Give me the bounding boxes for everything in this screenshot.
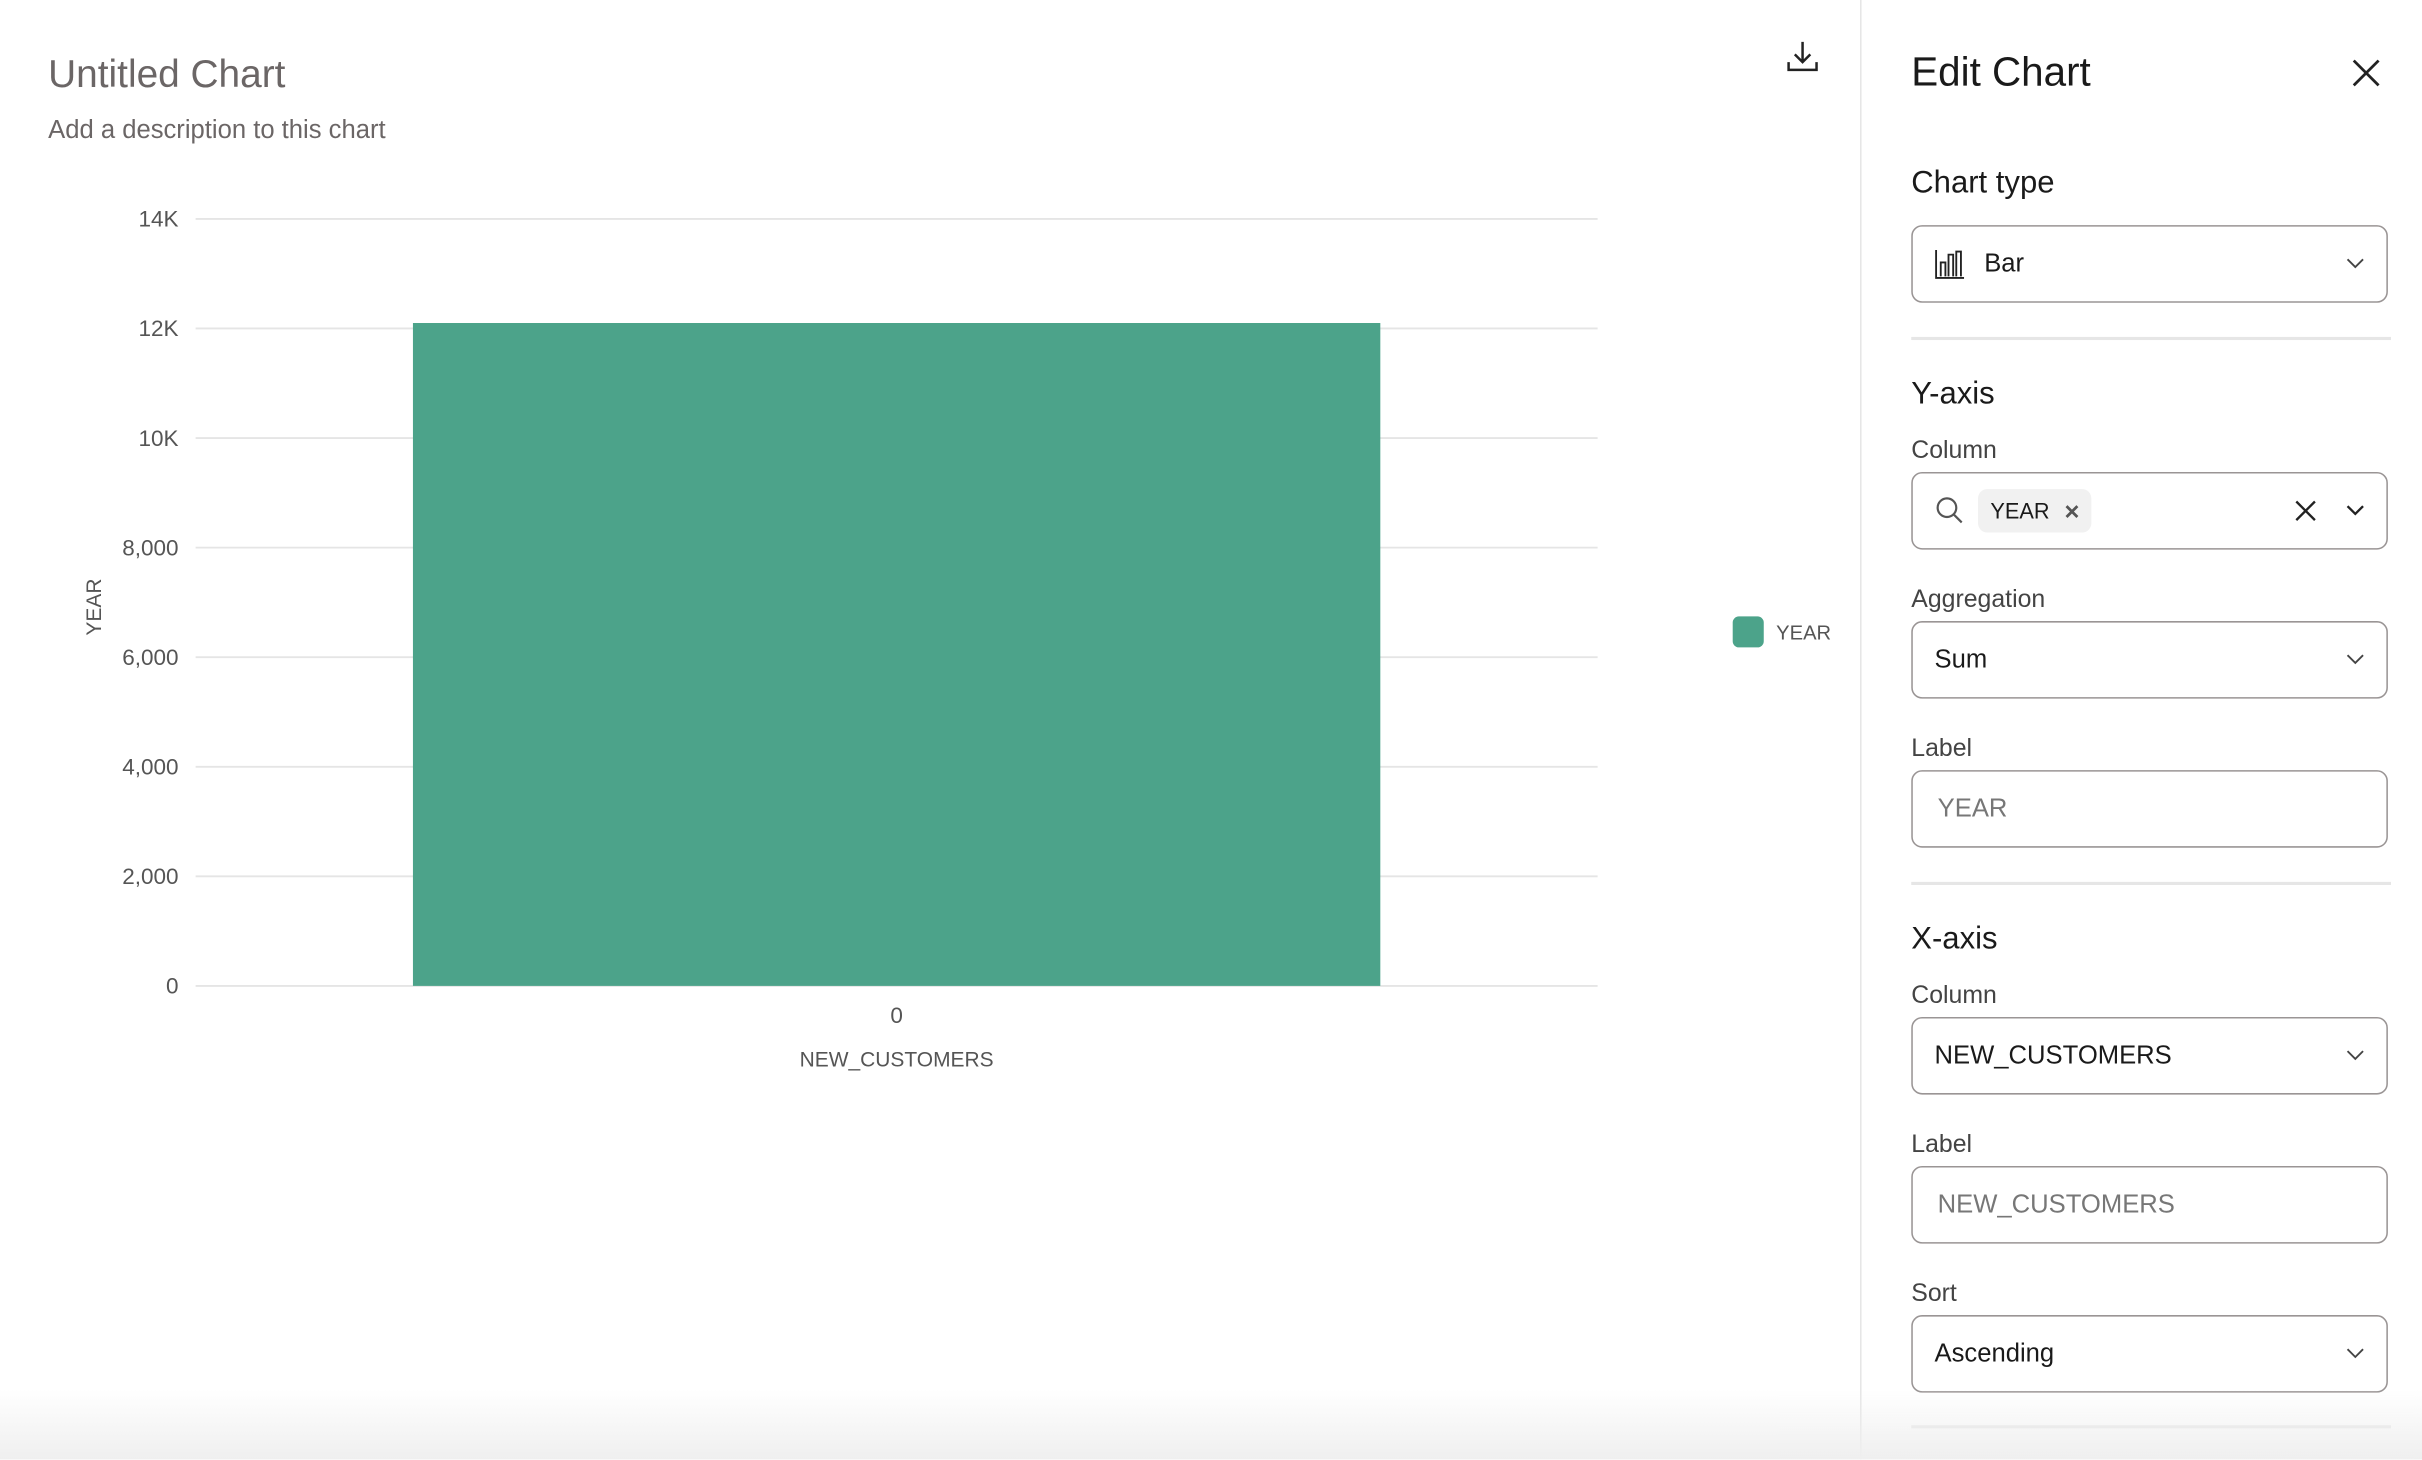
clear-icon[interactable]	[2293, 498, 2318, 523]
x-label-input[interactable]	[1934, 1190, 2365, 1220]
bar-chart: 0 2,000 4,000 6,000 8,000 10K 12K 14K 0 NEW_CUSTO…	[83, 207, 1598, 1072]
y-axis-label: YEAR	[83, 579, 106, 636]
x-tick-label: 0	[890, 1003, 903, 1028]
x-axis-heading: X-axis	[1911, 922, 1998, 957]
sort-value: Ascending	[1934, 1339, 2055, 1368]
chart-title[interactable]: Untitled Chart	[48, 52, 286, 97]
y-column-chip: YEAR	[1978, 489, 2092, 533]
y-label-field[interactable]	[1911, 770, 2388, 848]
y-tick-label: 2,000	[122, 864, 178, 889]
search-icon	[1936, 497, 1963, 524]
sort-select[interactable]: Ascending	[1911, 1315, 2388, 1393]
x-label-label: Label	[1911, 1131, 1973, 1159]
close-icon[interactable]	[2349, 56, 2383, 90]
y-label-label: Label	[1911, 735, 1973, 763]
y-column-label: Column	[1911, 437, 1997, 465]
legend-swatch	[1732, 616, 1764, 648]
divider	[1911, 1425, 2392, 1428]
y-label-input[interactable]	[1934, 794, 2365, 824]
chip-remove-icon[interactable]	[2065, 504, 2079, 518]
x-column-value: NEW_CUSTOMERS	[1934, 1041, 2172, 1069]
x-axis-label: NEW_CUSTOMERS	[800, 1049, 994, 1072]
chevron-down-icon	[2346, 654, 2364, 665]
y-tick-label: 10K	[139, 426, 179, 451]
aggregation-value: Sum	[1934, 645, 1988, 674]
legend-label: YEAR	[1776, 620, 1832, 644]
y-column-multiselect[interactable]: YEAR	[1911, 471, 2388, 550]
x-column-select[interactable]: NEW_CUSTOMERS	[1911, 1016, 2388, 1095]
bar-chart-icon	[1935, 249, 1965, 279]
y-tick-label: 8,000	[122, 535, 178, 560]
y-tick-label: 4,000	[122, 755, 178, 780]
chevron-down-icon[interactable]	[2346, 505, 2365, 517]
panel-title: Edit Chart	[1911, 48, 2091, 95]
chart-type-heading: Chart type	[1911, 166, 2055, 201]
chevron-down-icon	[2346, 1050, 2364, 1061]
y-tick-label: 12K	[139, 316, 179, 341]
divider	[1911, 881, 2392, 885]
x-column-label: Column	[1911, 982, 1997, 1010]
aggregation-label: Aggregation	[1911, 586, 2046, 614]
y-tick-label: 0	[166, 974, 179, 999]
chevron-down-icon	[2346, 258, 2364, 269]
download-icon[interactable]	[1784, 37, 1821, 74]
bar	[412, 323, 1381, 986]
divider	[1911, 336, 2392, 340]
x-label-field[interactable]	[1911, 1166, 2388, 1244]
chart-type-value: Bar	[1984, 249, 2025, 278]
chart-legend: YEAR	[1732, 616, 1832, 648]
aggregation-select[interactable]: Sum	[1911, 621, 2388, 699]
sort-label: Sort	[1911, 1280, 1957, 1308]
chart-description[interactable]: Add a description to this chart	[48, 116, 386, 145]
edit-chart-panel: Edit Chart Chart type Bar Y-axis Column …	[1860, 0, 2422, 1460]
y-tick-label: 14K	[139, 207, 179, 232]
y-axis-heading: Y-axis	[1911, 377, 1995, 412]
chart-type-select[interactable]: Bar	[1911, 225, 2388, 303]
chevron-down-icon	[2346, 1348, 2364, 1359]
y-tick-label: 6,000	[122, 645, 178, 670]
chip-label: YEAR	[1990, 498, 2050, 524]
